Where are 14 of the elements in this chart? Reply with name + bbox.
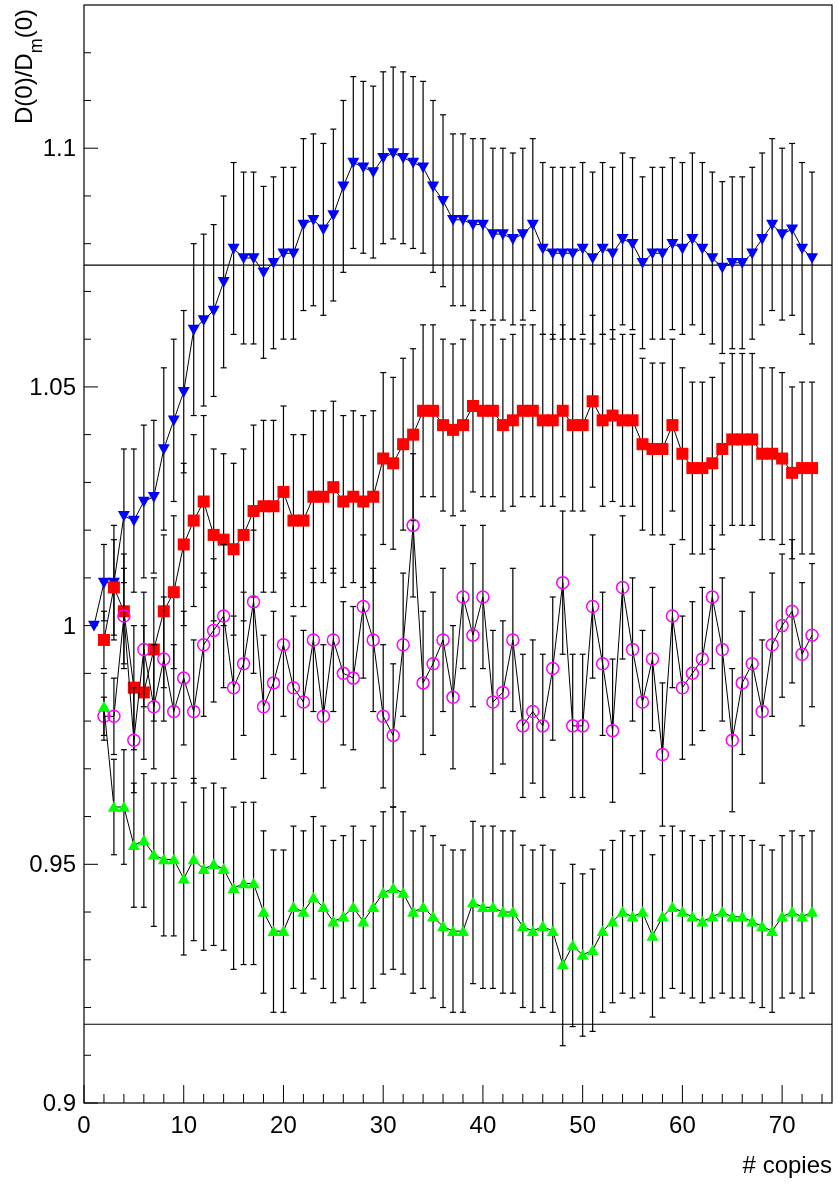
x-tick-label: 20 — [270, 1111, 297, 1138]
y-tick-label: 1.05 — [29, 372, 76, 400]
x-axis-title: # copies — [742, 1151, 832, 1178]
x-tick-label: 30 — [369, 1111, 397, 1138]
y-tick-label: 0.95 — [29, 850, 76, 878]
x-tick-label: 40 — [469, 1111, 497, 1138]
x-tick-label: 10 — [170, 1111, 198, 1138]
y-tick-label: 1.1 — [42, 134, 76, 162]
y-tick-label: 0.9 — [42, 1089, 76, 1116]
y-tick-label: 1 — [62, 611, 76, 639]
x-tick-label: 70 — [768, 1111, 796, 1138]
x-tick-label: 50 — [569, 1111, 597, 1138]
x-tick-label: 0 — [77, 1111, 91, 1138]
x-tick-label: 60 — [669, 1111, 696, 1138]
